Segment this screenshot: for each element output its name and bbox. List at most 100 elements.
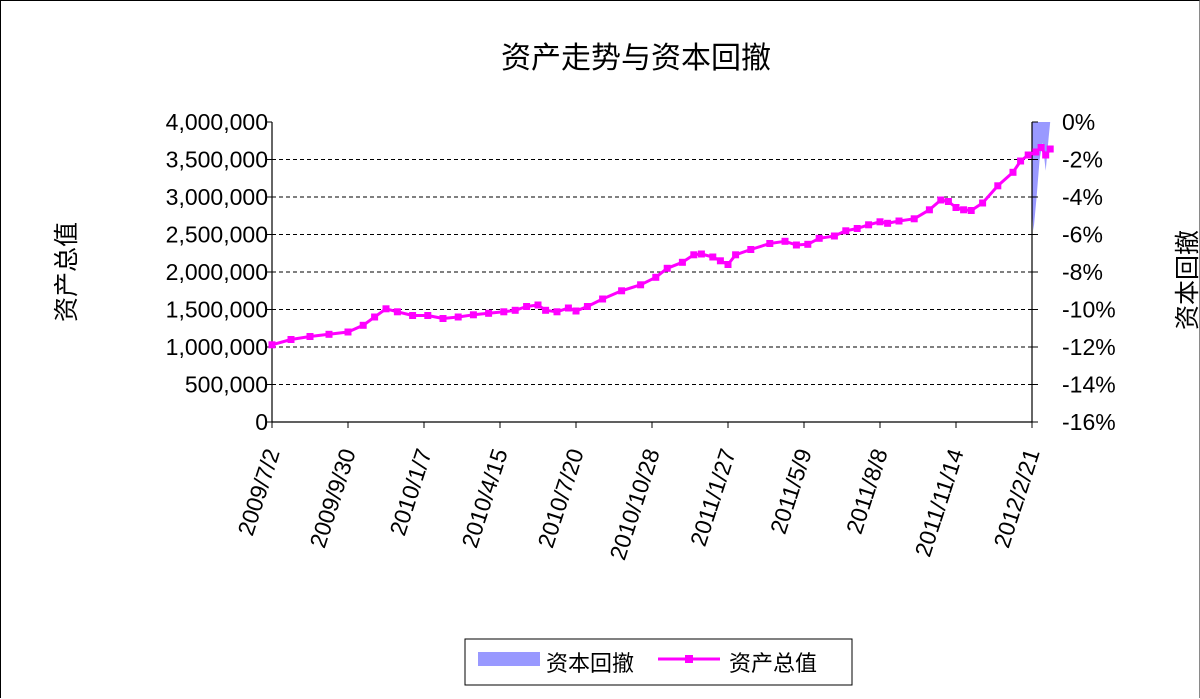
total-value-marker [572, 307, 580, 315]
y-axis-label: 资产总值 [53, 222, 81, 322]
x-tick-label: 2011/5/9 [765, 446, 817, 538]
legend-swatch-drawdown [478, 652, 540, 666]
total-value-marker [709, 253, 717, 261]
total-value-marker [371, 313, 379, 321]
legend-swatch-total-marker [685, 655, 693, 663]
x-tick-label: 2009/9/30 [304, 446, 360, 551]
legend-label-drawdown: 资本回撤 [546, 651, 634, 676]
total-value-marker [678, 258, 686, 266]
total-value-marker [511, 306, 519, 314]
total-value-marker [944, 198, 952, 205]
total-value-marker [967, 207, 975, 214]
legend-label-total: 资产总值 [729, 651, 817, 676]
total-value-marker [359, 321, 367, 329]
total-value-marker [910, 215, 918, 223]
total-value-marker [534, 301, 542, 309]
y-tick-label: 1,000,000 [166, 334, 268, 360]
total-value-marker [747, 246, 755, 253]
total-value-marker [454, 313, 462, 321]
x-tick-label: 2010/4/15 [456, 446, 512, 551]
total-value-marker [439, 315, 447, 322]
total-value-marker [469, 311, 477, 319]
total-value-marker [500, 308, 508, 316]
total-value-marker [542, 306, 550, 314]
legend: 资本回撤 资产总值 [464, 638, 853, 686]
total-value-line-layer [268, 144, 1054, 349]
total-value-marker [424, 312, 432, 319]
y-tick-label: 1,500,000 [166, 297, 268, 323]
total-value-marker [697, 250, 705, 258]
total-value-marker [1046, 145, 1054, 153]
total-value-marker [690, 251, 698, 259]
total-value-marker [830, 232, 838, 240]
y2-tick-label: -4% [1062, 184, 1103, 210]
total-value-marker [393, 308, 401, 316]
y-tick-label: 4,000,000 [166, 109, 268, 135]
y-tick-label: 2,000,000 [166, 259, 268, 285]
x-tick-label: 2010/10/28 [604, 446, 664, 564]
total-value-marker [1009, 168, 1017, 176]
total-value-marker [925, 206, 933, 214]
total-value-marker [792, 241, 800, 249]
total-value-marker [663, 264, 671, 272]
y2-tick-label: -16% [1062, 409, 1116, 435]
y2-tick-label: -8% [1062, 259, 1103, 285]
total-value-marker [937, 196, 945, 204]
total-value-marker [618, 287, 626, 295]
total-value-marker [287, 336, 295, 343]
total-value-marker [781, 237, 789, 245]
total-value-marker [268, 341, 276, 349]
total-value-marker [553, 308, 561, 316]
total-value-marker [564, 304, 572, 312]
total-value-marker [876, 218, 884, 226]
y2-tick-label: -2% [1062, 147, 1103, 173]
x-tick-label: 2011/8/8 [841, 446, 893, 538]
y2-tick-label: -6% [1062, 222, 1103, 248]
total-value-marker [884, 219, 892, 227]
y2-tick-label: -14% [1062, 372, 1116, 398]
total-value-marker [523, 303, 531, 310]
x-tick-label: 2012/2/21 [988, 446, 1044, 551]
total-value-marker [1032, 148, 1040, 156]
y2-tick-label: -10% [1062, 297, 1116, 323]
total-value-marker [485, 309, 493, 317]
gridlines [272, 122, 1032, 422]
total-value-marker [344, 328, 352, 336]
y-tick-label: 500,000 [185, 372, 268, 398]
chart-title: 资产走势与资本回撤 [501, 42, 771, 75]
total-value-marker [652, 273, 660, 281]
total-value-marker [599, 295, 607, 303]
total-value-marker [637, 281, 645, 289]
total-value-marker [1037, 144, 1045, 151]
x-tick-label: 2010/7/20 [532, 446, 588, 551]
total-value-marker [952, 204, 960, 211]
total-value-marker [979, 199, 987, 207]
total-value-marker [960, 206, 968, 214]
total-value-marker [1017, 157, 1025, 165]
x-tick-label: 2009/7/2 [232, 446, 284, 539]
total-value-marker [306, 333, 314, 340]
x-tick-label: 2011/1/27 [685, 446, 741, 550]
x-tick-label: 2010/1/7 [384, 446, 436, 539]
axes [266, 121, 1038, 428]
y-tick-label: 3,000,000 [166, 184, 268, 210]
total-value-marker [766, 240, 774, 247]
total-value-marker [583, 303, 591, 310]
total-value-marker [1042, 151, 1050, 159]
total-value-marker [724, 261, 732, 268]
y2-tick-label: -12% [1062, 334, 1116, 360]
total-value-marker [994, 182, 1002, 190]
y2-tick-label: 0% [1062, 109, 1095, 135]
x-tick-label: 2011/11/14 [910, 445, 969, 559]
total-value-marker [716, 257, 724, 265]
total-value-marker [325, 330, 333, 338]
total-value-marker [865, 221, 873, 229]
y-tick-label: 2,500,000 [166, 222, 268, 248]
total-value-marker [895, 217, 903, 225]
total-value-marker [409, 312, 417, 319]
total-value-marker [842, 227, 850, 235]
total-value-marker [1024, 151, 1032, 159]
total-value-marker [382, 305, 390, 313]
y-tick-label: 3,500,000 [166, 147, 268, 173]
